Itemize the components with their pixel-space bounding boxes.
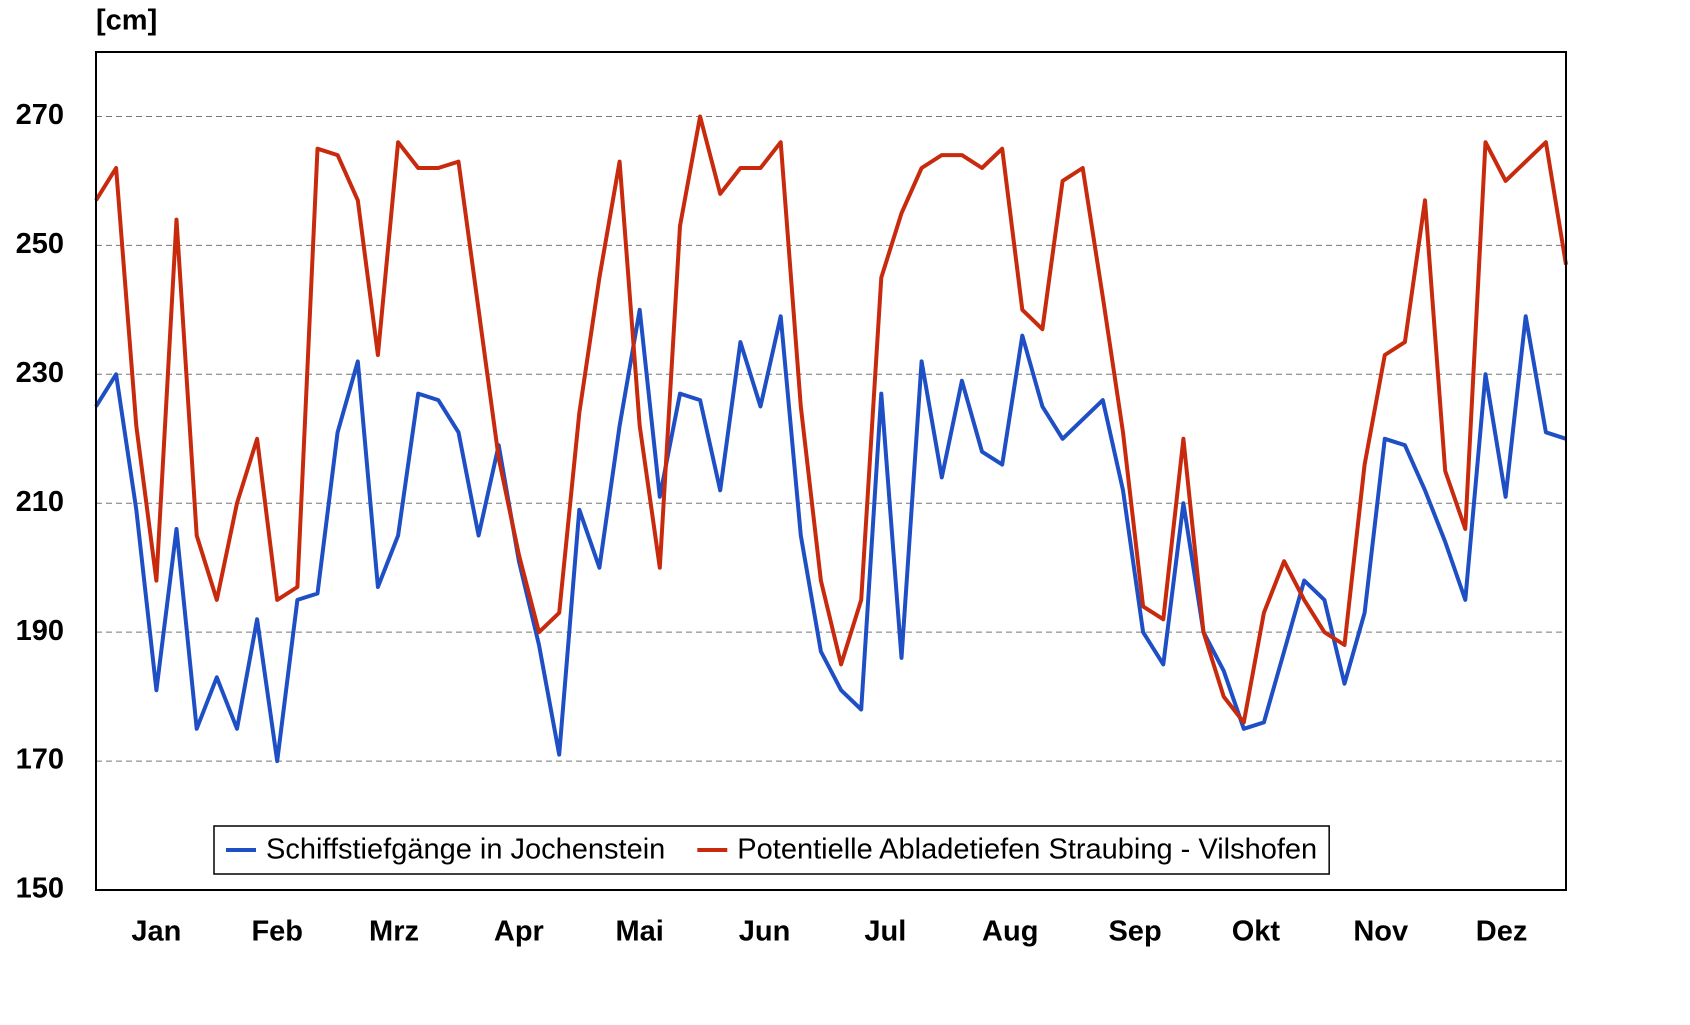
- x-tick-label: Jan: [131, 916, 181, 948]
- y-tick-label: 210: [16, 486, 64, 518]
- x-tick-label: Apr: [494, 916, 544, 948]
- x-tick-label: Jun: [739, 916, 791, 948]
- y-tick-label: 170: [16, 744, 64, 776]
- x-tick-label: Dez: [1476, 916, 1528, 948]
- x-tick-label: Mai: [616, 916, 664, 948]
- chart-title: [cm]: [96, 5, 157, 37]
- legend-box: [213, 825, 1330, 875]
- x-tick-label: Nov: [1353, 916, 1408, 948]
- series-line: [94, 114, 1568, 725]
- x-tick-label: Feb: [251, 916, 303, 948]
- y-tick-label: 230: [16, 357, 64, 389]
- x-tick-label: Okt: [1232, 916, 1281, 948]
- y-tick-label: 150: [16, 873, 64, 905]
- x-tick-label: Jul: [864, 916, 906, 948]
- series-line: [94, 307, 1567, 764]
- y-tick-label: 190: [16, 615, 64, 647]
- y-tick-label: 270: [16, 99, 64, 131]
- legend: Schiffstiefgänge in Jochenstein Potentiel…: [213, 825, 1330, 875]
- plot-frame: [95, 51, 1567, 891]
- y-tick-label: 250: [16, 228, 64, 260]
- legend-label: Potentielle Abladetiefen Straubing - Vil…: [737, 834, 1317, 866]
- legend-label: Schiffstiefgänge in Jochenstein: [266, 834, 665, 866]
- x-tick-label: Mrz: [369, 916, 419, 948]
- x-tick-label: Aug: [982, 916, 1038, 948]
- x-tick-label: Sep: [1108, 916, 1161, 948]
